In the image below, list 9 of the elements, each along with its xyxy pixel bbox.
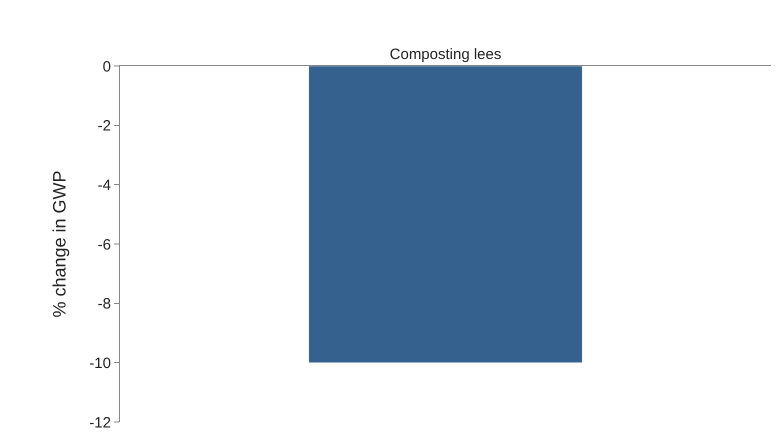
y-axis-title: % change in GWP	[50, 170, 70, 318]
x-tick-label: Composting lees	[390, 46, 502, 63]
y-tick-label: -12	[89, 414, 111, 432]
y-tick-label: -6	[98, 236, 111, 254]
y-tick-label: -4	[98, 176, 111, 194]
y-tick-label: 0	[102, 58, 111, 76]
y-tick-label: -10	[89, 354, 111, 372]
y-tick-label: -2	[98, 118, 111, 135]
y-tick-label: -8	[98, 296, 111, 313]
